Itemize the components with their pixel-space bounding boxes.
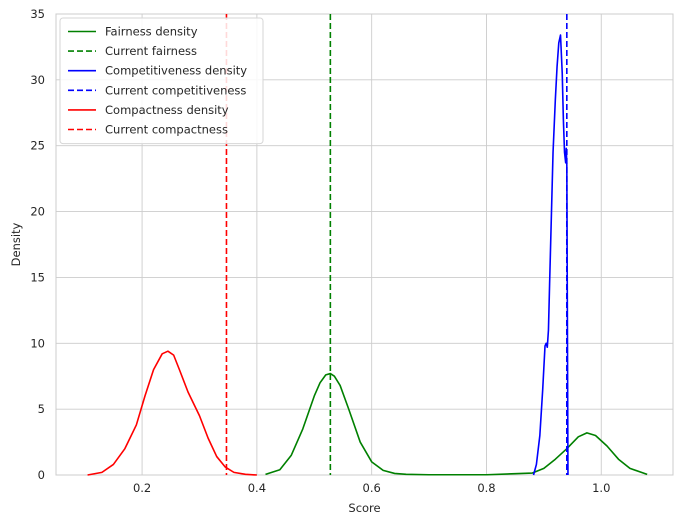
y-tick-label: 20 bbox=[30, 205, 45, 219]
legend-label-current-compactness: Current compactness bbox=[105, 123, 228, 137]
x-tick-label: 0.8 bbox=[477, 481, 495, 495]
y-tick-label: 0 bbox=[38, 468, 45, 482]
legend-label-competitiveness-density: Competitiveness density bbox=[105, 64, 247, 78]
legend-label-fairness-density: Fairness density bbox=[105, 25, 198, 39]
compactness-density-line bbox=[87, 350, 257, 476]
y-tick-label: 5 bbox=[38, 402, 45, 416]
legend-label-current-fairness: Current fairness bbox=[105, 44, 197, 58]
fairness-density-line bbox=[265, 372, 648, 476]
legend-label-compactness-density: Compactness density bbox=[105, 103, 229, 117]
legend: Fairness density Current fairness Competit… bbox=[59, 17, 264, 145]
x-axis-label: Score bbox=[348, 501, 380, 515]
competitiveness-density-line bbox=[532, 34, 569, 476]
y-tick-label: 35 bbox=[30, 7, 45, 21]
y-tick-label: 30 bbox=[30, 73, 45, 87]
x-tick-labels: 0.2 0.4 0.6 0.8 1.0 bbox=[133, 481, 610, 495]
legend-label-current-competitiveness: Current competitiveness bbox=[105, 83, 246, 97]
legend-box bbox=[59, 17, 264, 145]
plot-frame bbox=[55, 13, 674, 476]
x-tick-label: 0.2 bbox=[133, 481, 151, 495]
y-tick-label: 15 bbox=[30, 270, 45, 284]
y-axis-label: Density bbox=[9, 222, 23, 266]
y-tick-label: 25 bbox=[30, 139, 45, 153]
x-tick-label: 0.6 bbox=[363, 481, 381, 495]
x-tick-label: 1.0 bbox=[592, 481, 610, 495]
x-tick-label: 0.4 bbox=[248, 481, 266, 495]
y-tick-labels: 0 5 10 15 20 25 30 35 bbox=[30, 7, 45, 482]
y-tick-label: 10 bbox=[30, 336, 45, 350]
